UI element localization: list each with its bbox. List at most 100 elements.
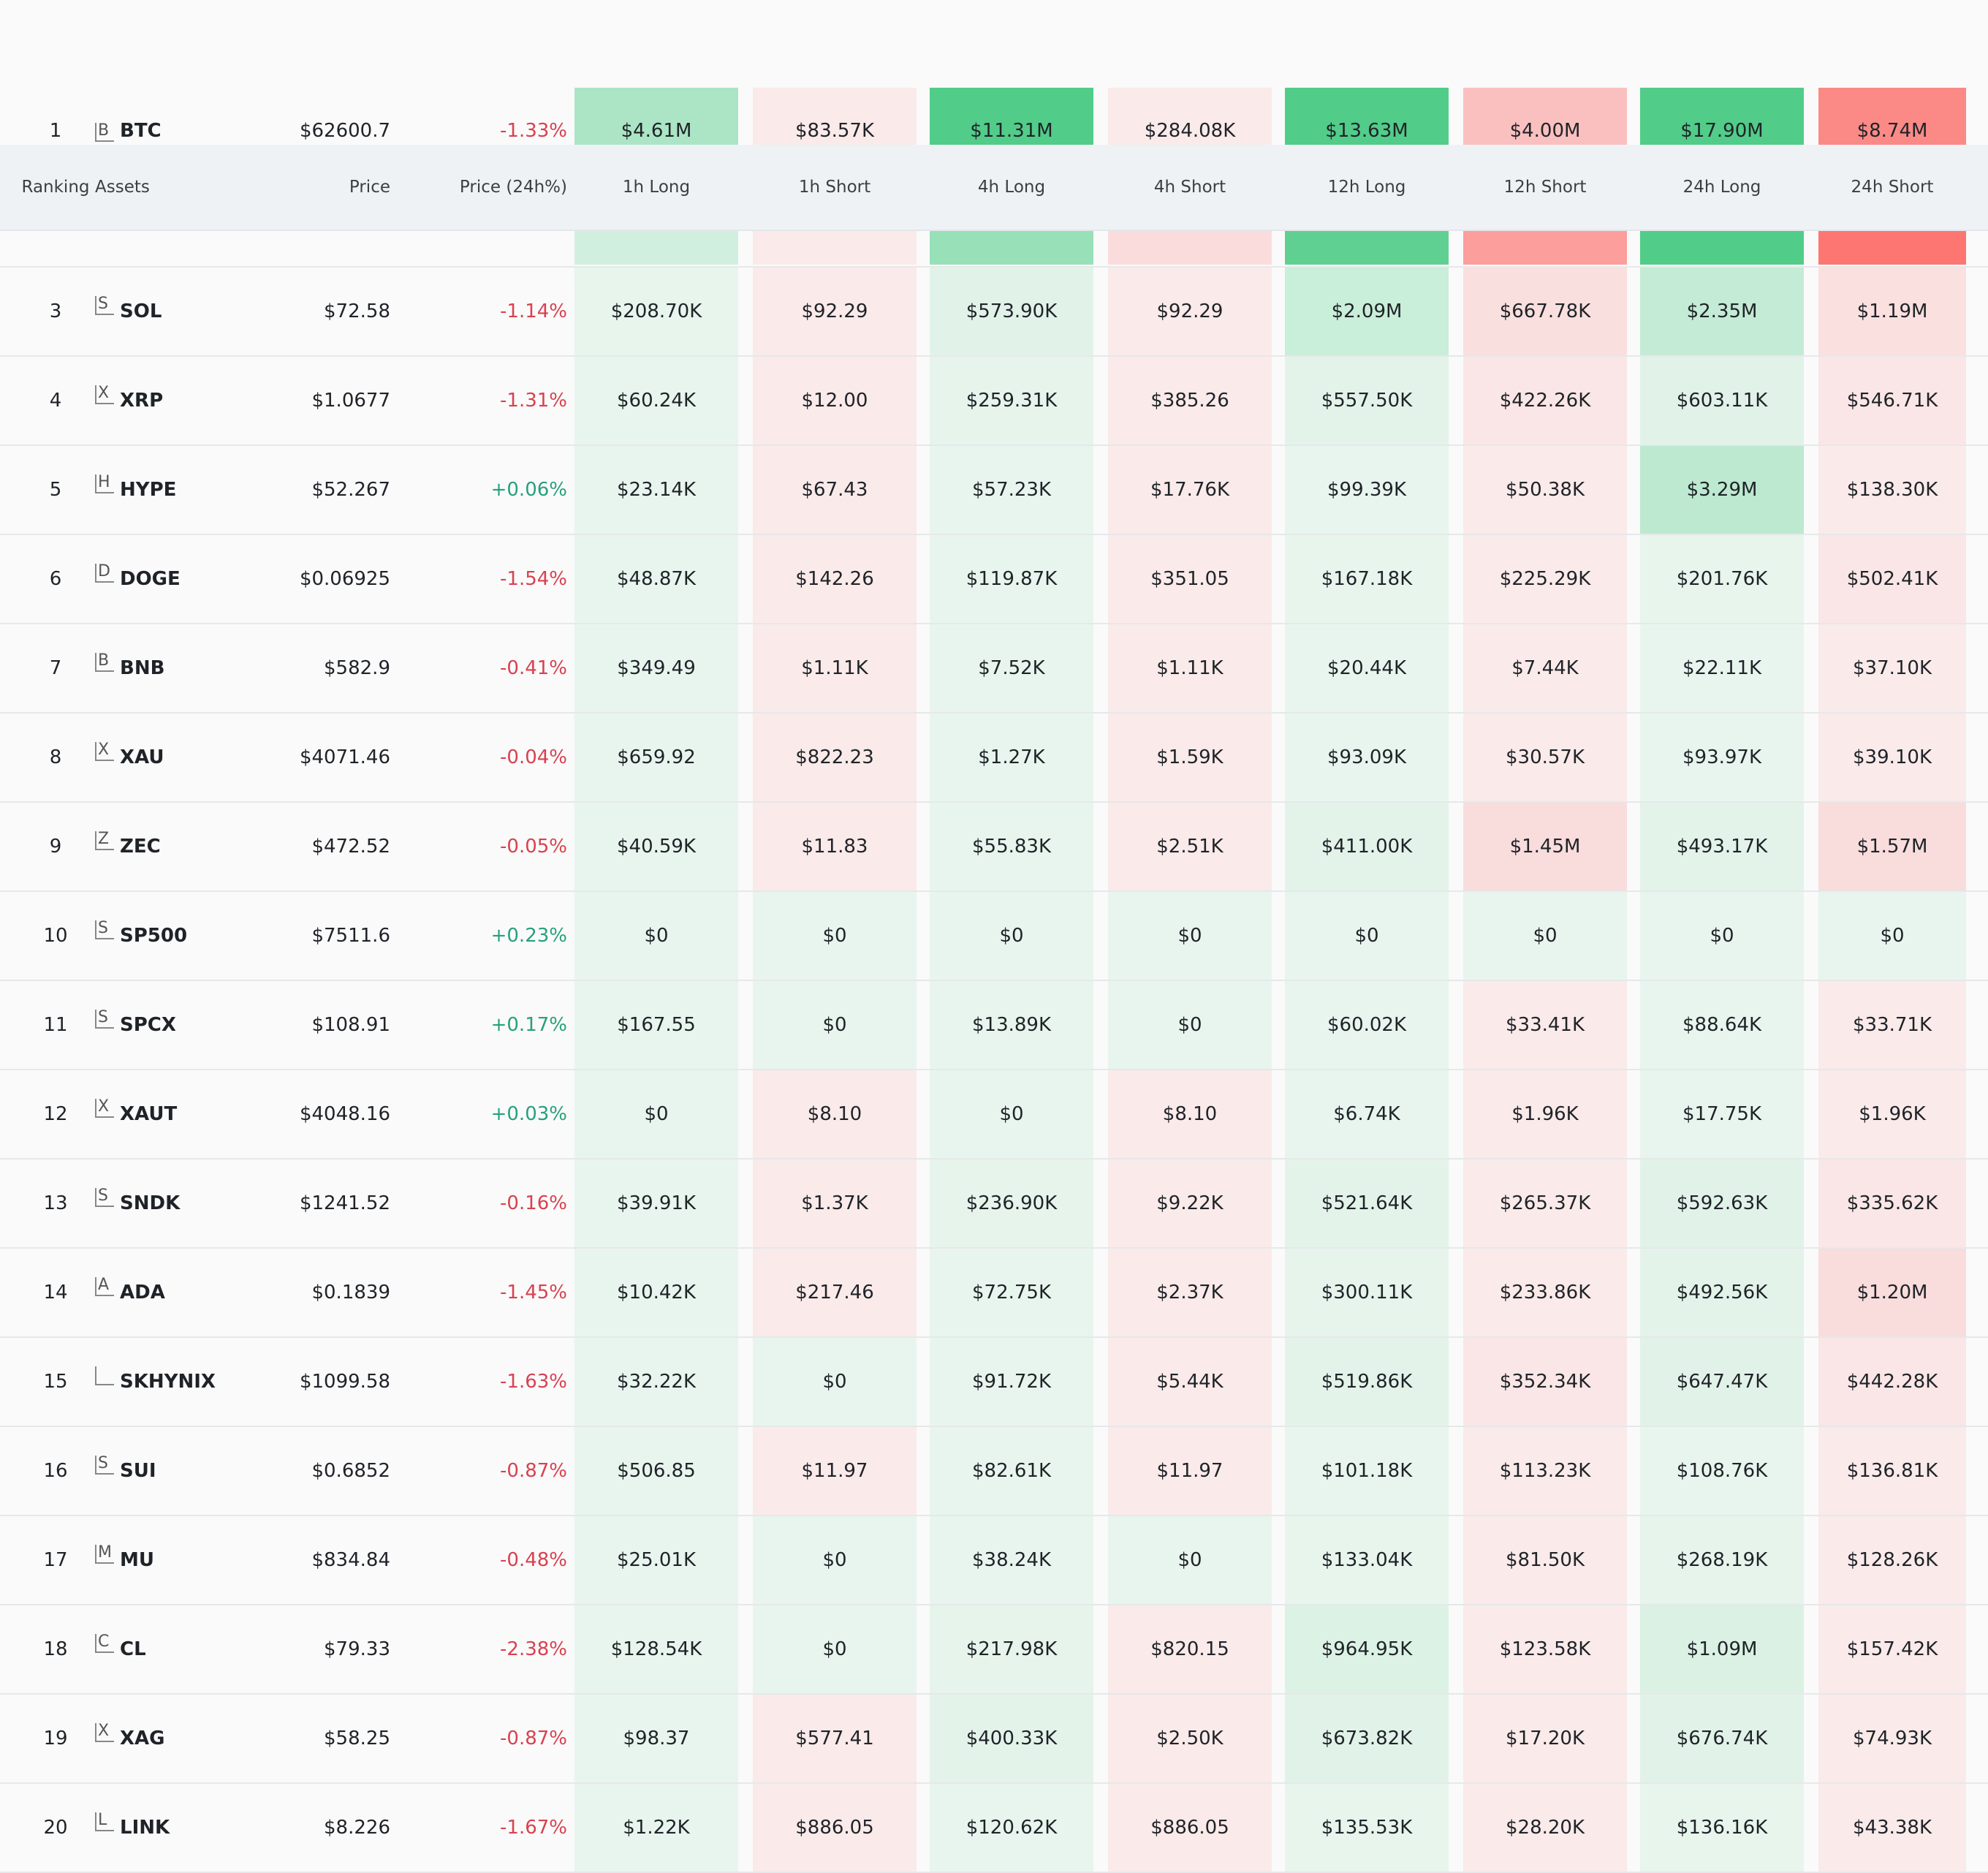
metric-24h-long: $1.09M [1640,1605,1804,1693]
asset-cell[interactable]: S SUI [95,1427,285,1515]
header-1h-long[interactable]: 1h Long [622,178,691,197]
table-row[interactable]: 10 S SP500 $7511.6 +0.23% $0 $0 $0 $0 $0 $0 $0 $0 [0,892,1988,981]
metric-24h-long: $0 [1640,892,1804,980]
price-change-cell: -1.45% [500,1282,567,1303]
price-cell: $834.84 [311,1549,390,1571]
asset-cell[interactable]: A ADA [95,1249,285,1336]
table-row[interactable]: 4 X XRP $1.0677 -1.31% $60.24K $12.00 $259.31K $… [0,357,1988,446]
price-cell: $4048.16 [299,1103,390,1125]
price-change-cell: -0.87% [500,1460,567,1482]
rank-cell: 17 [43,1549,68,1571]
asset-cell[interactable]: L LINK [95,1784,285,1872]
asset-cell[interactable]: D DOGE [95,535,285,623]
asset-cell[interactable]: C CL [95,1605,285,1693]
asset-symbol[interactable]: MU [120,1549,154,1571]
metric-12h-long: $411.00K [1285,803,1449,890]
header-ranking[interactable]: Ranking [21,178,90,197]
table-row-top[interactable]: 1 B BTC $62600.7 -1.33% $4.61M $83.57K $11.31M $… [0,88,1988,145]
asset-cell[interactable]: Z ZEC [95,803,285,890]
header-assets[interactable]: Assets [95,178,150,197]
table-row[interactable]: 20 L LINK $8.226 -1.67% $1.22K $886.05 $120.62K… [0,1784,1988,1873]
header-price-change[interactable]: Price (24h%) [459,178,567,197]
metric-4h-long: $573.90K [930,268,1093,355]
asset-cell[interactable]: B BNB [95,624,285,712]
asset-symbol[interactable]: LINK [120,1817,170,1839]
table-row-hidden[interactable] [0,231,1988,268]
asset-symbol[interactable]: HYPE [120,479,177,501]
metric-1h-long: $98.37 [574,1695,738,1782]
asset-symbol[interactable]: SP500 [120,925,188,947]
header-24h-short[interactable]: 24h Short [1851,178,1934,197]
header-4h-short[interactable]: 4h Short [1153,178,1226,197]
metric-12h-long: $13.63M [1285,88,1449,145]
asset-symbol[interactable]: SNDK [120,1192,181,1214]
asset-symbol[interactable]: DOGE [120,568,181,590]
rank-cell: 20 [43,1817,68,1839]
asset-cell[interactable]: M MU [95,1516,285,1604]
asset-symbol[interactable]: SUI [120,1460,156,1482]
metric-1h-long: $4.61M [574,88,738,145]
metric-1h-long: $23.14K [574,446,738,534]
header-price[interactable]: Price [349,178,390,197]
table-row[interactable]: 12 X XAUT $4048.16 +0.03% $0 $8.10 $0 $8.10 $6.74… [0,1070,1988,1159]
asset-symbol[interactable]: ZEC [120,836,161,858]
asset-cell[interactable]: S SOL [95,268,285,355]
asset-symbol[interactable]: BTC [120,120,162,142]
header-1h-short[interactable]: 1h Short [798,178,871,197]
metric-1h-long: $659.92 [574,714,738,801]
asset-symbol[interactable]: XAU [120,746,164,768]
asset-symbol[interactable]: BNB [120,657,165,679]
rank-cell: 6 [49,568,62,590]
asset-cell[interactable]: H HYPE [95,446,285,534]
asset-cell[interactable]: X XRP [95,357,285,444]
metric-24h-short: $128.26K [1818,1516,1966,1604]
table-row[interactable]: 7 B BNB $582.9 -0.41% $349.49 $1.11K $7.52K $1.1… [0,624,1988,714]
asset-symbol[interactable]: XAUT [120,1103,178,1125]
table-row[interactable]: 6 D DOGE $0.06925 -1.54% $48.87K $142.26 $119.8… [0,535,1988,624]
asset-symbol[interactable]: SOL [120,300,162,322]
broken-image-icon: A [95,1277,114,1296]
header-4h-long[interactable]: 4h Long [977,178,1046,197]
metric-12h-short: $0 [1463,892,1627,980]
asset-cell[interactable]: S SPCX [95,981,285,1069]
price-change-cell: -2.38% [500,1638,567,1660]
asset-cell[interactable]: S SP500 [95,892,285,980]
metric-12h-long: $99.39K [1285,446,1449,534]
table-row[interactable]: 3 S SOL $72.58 -1.14% $208.70K $92.29 $573.90K $… [0,268,1988,357]
header-24h-long[interactable]: 24h Long [1682,178,1761,197]
asset-cell[interactable]: B BTC [95,88,285,145]
asset-symbol[interactable]: XRP [120,390,164,412]
table-row[interactable]: 5 H HYPE $52.267 +0.06% $23.14K $67.43 $57.23K $… [0,446,1988,535]
table-row[interactable]: 15 SKHYNIX $1099.58 -1.63% $32.22K $0 $91.72K $… [0,1338,1988,1427]
asset-symbol[interactable]: ADA [120,1282,165,1303]
metric-1h-long: $0 [574,892,738,980]
metric-24h-long [1640,231,1804,265]
asset-symbol[interactable]: XAG [120,1728,165,1749]
asset-symbol[interactable]: SKHYNIX [120,1371,216,1393]
rank-cell: 19 [43,1728,68,1749]
asset-symbol[interactable]: CL [120,1638,146,1660]
header-12h-long[interactable]: 12h Long [1327,178,1406,197]
asset-cell[interactable]: S SNDK [95,1159,285,1247]
metric-1h-long: $167.55 [574,981,738,1069]
broken-image-icon: X [95,385,114,404]
table-row[interactable]: 8 X XAU $4071.46 -0.04% $659.92 $822.23 $1.27K $… [0,714,1988,803]
table-row[interactable]: 16 S SUI $0.6852 -0.87% $506.85 $11.97 $82.61K $… [0,1427,1988,1516]
table-row[interactable]: 14 A ADA $0.1839 -1.45% $10.42K $217.46 $72.75K… [0,1249,1988,1338]
asset-symbol[interactable]: SPCX [120,1014,176,1036]
table-row[interactable]: 17 M MU $834.84 -0.48% $25.01K $0 $38.24K $0 $133… [0,1516,1988,1605]
metric-1h-short: $142.26 [753,535,917,623]
table-row[interactable]: 19 X XAG $58.25 -0.87% $98.37 $577.41 $400.33K $… [0,1695,1988,1784]
metric-1h-short: $92.29 [753,268,917,355]
table-row[interactable]: 11 S SPCX $108.91 +0.17% $167.55 $0 $13.89K $0 $6… [0,981,1988,1070]
metric-1h-long: $40.59K [574,803,738,890]
asset-cell[interactable]: X XAG [95,1695,285,1782]
table-row[interactable]: 18 C CL $79.33 -2.38% $128.54K $0 $217.98K $820.… [0,1605,1988,1695]
header-12h-short[interactable]: 12h Short [1503,178,1587,197]
table-row[interactable]: 13 S SNDK $1241.52 -0.16% $39.91K $1.37K $236.9… [0,1159,1988,1249]
asset-cell[interactable]: X XAU [95,714,285,801]
table-row[interactable]: 9 Z ZEC $472.52 -0.05% $40.59K $11.83 $55.83K $2… [0,803,1988,892]
asset-cell[interactable]: X XAUT [95,1070,285,1158]
metric-12h-short: $28.20K [1463,1784,1627,1872]
asset-cell[interactable]: SKHYNIX [95,1338,285,1426]
